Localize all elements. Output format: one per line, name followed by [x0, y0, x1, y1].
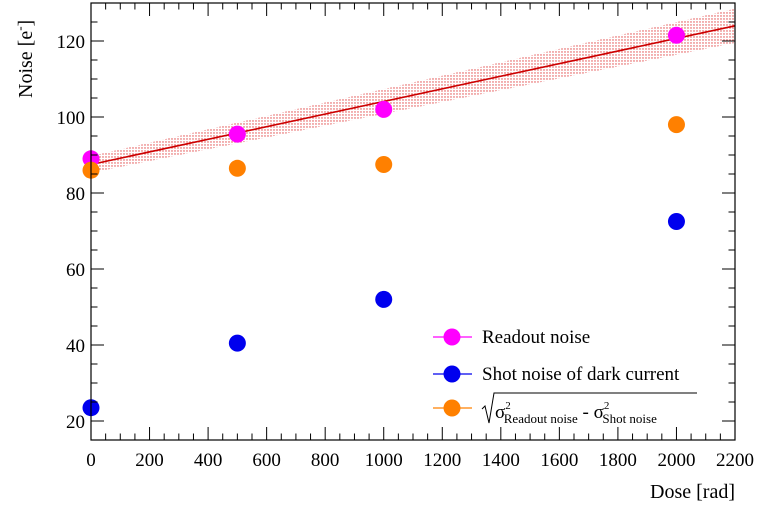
sq-2: 2 — [604, 400, 610, 412]
point-quadrature-1 — [228, 159, 246, 177]
legend-shot-label: Shot noise of dark current — [482, 364, 680, 385]
tick-labels-layer: 0 200 400 600 800 1000 1200 1400 1600 1800 2000 220… — [57, 32, 755, 471]
point-readout-2 — [375, 100, 393, 118]
data-points-layer — [82, 26, 685, 417]
y-tick-label: 40 — [66, 336, 85, 357]
legend-readout-label: Readout noise — [482, 327, 590, 348]
x-tick-label: 2200 — [716, 450, 754, 471]
x-tick-label: 1800 — [599, 450, 637, 471]
point-shot-3 — [667, 213, 685, 230]
fit-line — [90, 25, 736, 166]
x-axis-title: Dose [rad] — [650, 481, 735, 503]
x-tick-label: 1200 — [423, 450, 461, 471]
sub-readout: Readout noise — [504, 411, 578, 426]
y-tick-label: 20 — [66, 412, 85, 433]
axis-ticks-layer — [90, 2, 736, 441]
x-tick-label: 600 — [252, 450, 281, 471]
y-axis-title: Noise [e-] — [12, 20, 37, 98]
point-shot-2 — [375, 290, 393, 308]
legend-entry-quadrature: σ2 Readout noise - σ2 Shot noise — [433, 392, 697, 426]
point-readout-1 — [228, 125, 246, 143]
legend-entry-readout: Readout noise — [433, 327, 590, 348]
point-quadrature-3 — [667, 116, 685, 134]
legend-shot-marker — [443, 365, 461, 383]
x-tick-label: 1600 — [540, 450, 578, 471]
x-tick-label: 1400 — [482, 450, 520, 471]
fit-band-layer — [91, 8, 735, 173]
fit-confidence-band — [91, 8, 735, 173]
y-tick-label: 120 — [57, 32, 86, 53]
sub-shot: Shot noise — [602, 411, 657, 426]
legend-quad-formula: σ2 Readout noise - σ2 Shot noise — [495, 400, 657, 426]
x-tick-label: 800 — [311, 450, 340, 471]
x-tick-label: 1000 — [365, 450, 403, 471]
sigma-2: σ — [594, 402, 604, 423]
sq-1: 2 — [505, 400, 511, 412]
y-axis-title-sup: - — [12, 26, 27, 30]
point-shot-1 — [228, 334, 246, 352]
y-axis-title-close: ] — [15, 20, 37, 27]
sqrt-sign — [481, 392, 697, 424]
legend-entry-shot: Shot noise of dark current — [433, 364, 680, 385]
x-tick-label: 200 — [135, 450, 164, 471]
x-tick-label: 0 — [86, 450, 96, 471]
y-axis-title-main: Noise [e — [15, 31, 37, 98]
y-tick-label: 100 — [57, 108, 86, 129]
point-quadrature-2 — [375, 156, 393, 173]
fit-line-layer — [90, 25, 736, 166]
x-tick-label: 2000 — [657, 450, 695, 471]
legend-quad-marker — [443, 399, 461, 417]
y-tick-label: 60 — [66, 260, 85, 281]
point-readout-3 — [667, 26, 685, 44]
minus-sign: - — [578, 402, 594, 423]
legend: Readout noise Shot noise of dark current… — [433, 327, 697, 426]
x-tick-label: 400 — [194, 450, 223, 471]
sigma-1: σ — [495, 402, 505, 423]
y-tick-label: 80 — [66, 184, 85, 205]
legend-readout-marker — [443, 328, 461, 346]
